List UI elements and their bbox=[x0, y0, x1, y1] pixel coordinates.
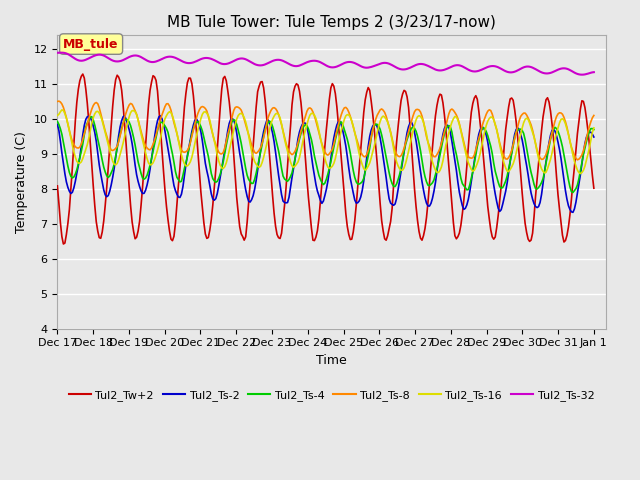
Title: MB Tule Tower: Tule Temps 2 (3/23/17-now): MB Tule Tower: Tule Temps 2 (3/23/17-now… bbox=[167, 15, 496, 30]
Y-axis label: Temperature (C): Temperature (C) bbox=[15, 131, 28, 233]
Text: MB_tule: MB_tule bbox=[63, 37, 119, 50]
Legend: Tul2_Tw+2, Tul2_Ts-2, Tul2_Ts-4, Tul2_Ts-8, Tul2_Ts-16, Tul2_Ts-32: Tul2_Tw+2, Tul2_Ts-2, Tul2_Ts-4, Tul2_Ts… bbox=[65, 385, 599, 405]
X-axis label: Time: Time bbox=[316, 354, 347, 367]
